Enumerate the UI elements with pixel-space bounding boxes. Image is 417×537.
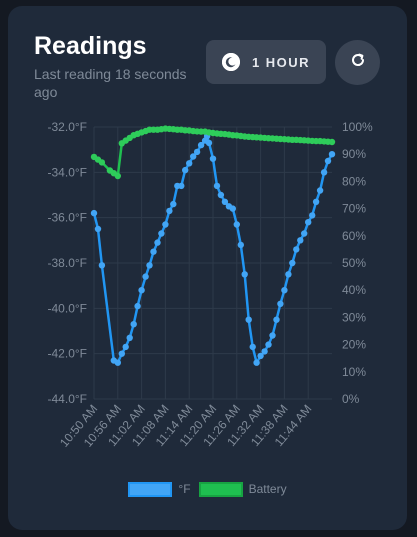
last-reading-text: Last reading 18 seconds ago — [34, 66, 187, 100]
data-point-temp — [122, 343, 129, 351]
y-left-tick-label: -32.0°F — [48, 120, 87, 134]
refresh-button[interactable] — [335, 40, 380, 85]
data-point-temp — [162, 221, 169, 228]
y-left-tick-label: -42.0°F — [48, 347, 87, 361]
y-right-tick-label: 50% — [342, 256, 366, 270]
data-point-temp — [154, 239, 161, 246]
data-point-temp — [197, 141, 205, 149]
data-point-battery — [114, 172, 122, 180]
data-point-temp — [301, 230, 308, 237]
moon-icon — [221, 53, 240, 71]
legend-label-temp: °F — [178, 482, 191, 496]
data-point-temp — [277, 300, 284, 307]
data-point-temp — [309, 212, 316, 219]
data-point-temp — [328, 151, 336, 158]
data-point-temp — [312, 198, 320, 205]
data-point-temp — [205, 139, 213, 147]
data-point-battery — [328, 138, 336, 146]
data-point-temp — [217, 191, 225, 199]
y-left-tick-label: -38.0°F — [48, 256, 87, 270]
data-point-temp — [324, 157, 332, 165]
data-point-temp — [316, 187, 324, 194]
data-point-temp — [269, 332, 276, 339]
data-point-temp — [213, 182, 221, 190]
data-point-temp — [261, 348, 268, 355]
data-point-temp — [297, 237, 304, 244]
y-left-tick-label: -34.0°F — [48, 165, 87, 179]
data-point-temp — [138, 287, 145, 294]
data-point-temp — [293, 246, 300, 253]
data-point-temp — [209, 155, 217, 162]
data-point-temp — [245, 316, 252, 323]
time-range-button[interactable]: 1 HOUR — [206, 40, 326, 84]
data-point-temp — [178, 182, 185, 190]
y-right-tick-label: 70% — [342, 202, 366, 216]
data-point-temp — [158, 230, 165, 237]
time-range-label: 1 HOUR — [251, 54, 311, 70]
legend-label-battery: Battery — [248, 482, 287, 496]
data-point-temp — [142, 273, 149, 280]
data-point-temp — [118, 350, 126, 357]
y-right-tick-label: 40% — [342, 283, 366, 297]
data-point-temp — [257, 352, 264, 360]
data-point-temp — [182, 166, 189, 174]
y-right-tick-label: 10% — [342, 365, 366, 379]
data-point-temp — [289, 259, 296, 267]
data-point-temp — [150, 248, 157, 255]
data-point-battery — [98, 159, 106, 166]
y-right-tick-label: 90% — [342, 147, 366, 161]
data-point-temp — [134, 302, 141, 310]
data-point-temp — [305, 219, 312, 226]
data-point-temp — [237, 241, 244, 249]
y-right-tick-label: 0% — [342, 392, 360, 406]
data-point-temp — [193, 148, 201, 156]
y-left-tick-label: -36.0°F — [48, 211, 87, 225]
data-point-temp — [114, 359, 122, 366]
readings-card: Readings Last reading 18 seconds ago 1 H… — [8, 6, 407, 530]
data-point-temp — [170, 200, 177, 208]
readings-chart: -32.0°F -34.0°F -36.0°F -38.0°F -40.0°F -42.0… — [48, 120, 374, 450]
page-title: Readings — [34, 32, 147, 60]
y-right-tick-label: 30% — [342, 310, 366, 324]
chart-legend: °F Battery — [8, 479, 407, 499]
data-point-temp — [281, 287, 288, 294]
data-point-temp — [253, 359, 260, 366]
data-point-temp — [98, 262, 106, 269]
y-right-tick-label: 20% — [342, 338, 366, 352]
data-point-temp — [320, 169, 328, 176]
data-point-temp — [285, 271, 292, 278]
data-point-temp — [146, 262, 153, 269]
data-point-temp — [130, 321, 137, 328]
legend-swatch-temp — [128, 481, 173, 497]
data-point-temp — [273, 316, 280, 323]
data-point-temp — [221, 198, 229, 205]
legend-item-temp[interactable]: °F — [128, 481, 191, 497]
data-point-temp — [229, 205, 236, 212]
data-point-temp — [233, 221, 240, 228]
y-right-tick-label: 100% — [342, 120, 373, 134]
data-point-temp — [190, 153, 197, 160]
legend-swatch-battery — [198, 481, 243, 497]
data-point-temp — [126, 334, 133, 341]
data-point-temp — [90, 209, 98, 217]
refresh-icon — [349, 51, 367, 74]
data-point-temp — [94, 225, 102, 233]
y-left-tick-label: -40.0°F — [48, 301, 87, 315]
legend-item-battery[interactable]: Battery — [198, 481, 287, 497]
y-right-tick-label: 80% — [342, 174, 366, 188]
y-right-tick-label: 60% — [342, 229, 366, 243]
data-point-temp — [166, 207, 173, 215]
data-point-temp — [249, 343, 256, 351]
data-point-temp — [265, 341, 272, 348]
data-point-temp — [186, 160, 193, 167]
data-point-temp — [241, 271, 248, 278]
y-left-tick-label: -44.0°F — [48, 392, 87, 406]
